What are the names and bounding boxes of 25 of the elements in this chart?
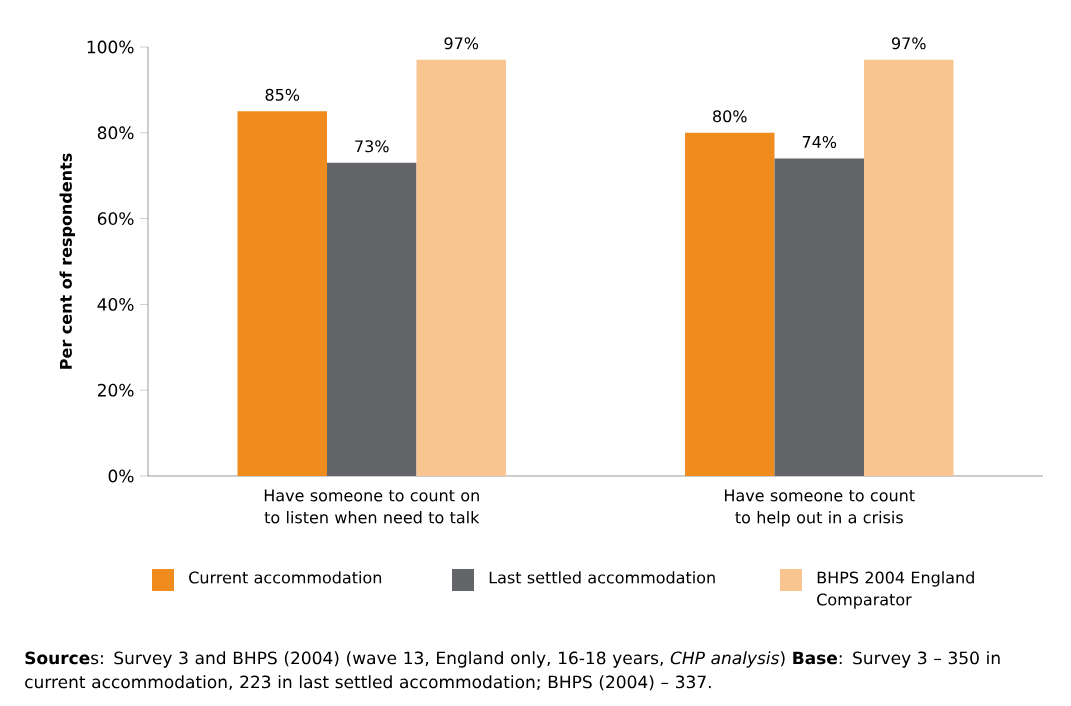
- bar: [774, 158, 864, 476]
- y-tick-label: 20%: [97, 383, 134, 397]
- bar: [327, 162, 417, 476]
- legend-label: BHPS 2004 England Comparator: [817, 571, 974, 609]
- bar: [416, 59, 506, 476]
- data-label: 97%: [891, 37, 926, 50]
- y-tick-label: 40%: [97, 297, 134, 311]
- data-label: 80%: [713, 110, 747, 123]
- legend-label: Last settled accommodation: [489, 571, 715, 584]
- y-tick-label: 0%: [108, 469, 134, 483]
- x-tick-label: Have someone to count to help out in a crisis: [724, 489, 915, 527]
- bar: [864, 59, 954, 476]
- x-tick-label: Have someone to count on to listen when need to talk: [264, 489, 480, 524]
- bar: [237, 111, 328, 476]
- y-tick-label: 80%: [97, 126, 134, 140]
- data-label: 85%: [265, 88, 300, 101]
- data-label: 73%: [355, 140, 389, 153]
- bar: [685, 132, 775, 476]
- data-label: 74%: [802, 135, 837, 148]
- y-tick-label: 100%: [87, 40, 134, 54]
- y-tick-label: 60%: [97, 212, 134, 226]
- text: Sources: Survey 3 and BHPS (2004) (wave 13, England only, 16-18 years, CHP analysis) Base: Survey 3 – 350 in current accommodation, 223 in last settled accommodation; BHPS (2004) – 337.: [25, 651, 1000, 691]
- legend-label: Current accommodation: [189, 571, 382, 584]
- y-axis-title: Per cent of respondents: [59, 153, 76, 369]
- data-label: 97%: [444, 37, 479, 50]
